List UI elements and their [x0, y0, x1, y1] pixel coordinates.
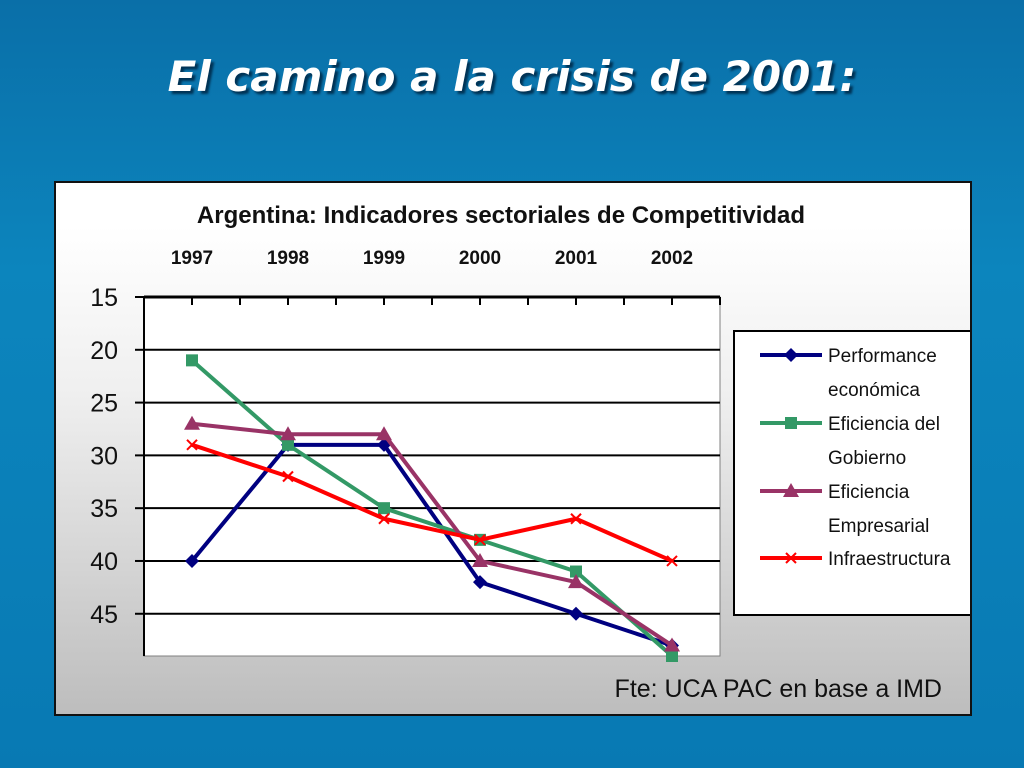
legend-label: Eficiencia del	[828, 414, 940, 435]
series-line-3	[191, 442, 673, 563]
series-line-0	[190, 442, 673, 648]
y-tick-label: 15	[90, 284, 118, 312]
data-point-x	[570, 513, 582, 525]
legend-label: Empresarial	[828, 516, 929, 537]
data-point-diamond	[784, 348, 798, 362]
data-point-square	[785, 417, 797, 429]
data-point-diamond	[569, 606, 583, 621]
data-point-square	[666, 650, 678, 662]
source-note: Fte: UCA PAC en base a IMD	[615, 675, 942, 703]
data-point-square	[378, 502, 390, 515]
chart-title: Argentina: Indicadores sectoriales de Co…	[197, 202, 805, 229]
legend-box	[733, 330, 970, 616]
data-point-diamond	[185, 553, 199, 568]
slide-title: El camino a la crisis de 2001:	[167, 52, 857, 101]
legend-label: Gobierno	[828, 448, 906, 469]
data-point-x	[785, 552, 797, 564]
x-tick-label: 1999	[363, 248, 405, 269]
data-point-triangle	[568, 574, 584, 589]
data-point-triangle	[184, 415, 200, 430]
data-point-x	[378, 513, 390, 525]
plot-area	[143, 296, 721, 657]
data-point-triangle	[376, 426, 392, 441]
x-tick-label: 2001	[555, 248, 598, 269]
x-tick-label: 2002	[651, 248, 693, 269]
legend-label: económica	[828, 380, 920, 401]
legend-label: Performance	[828, 346, 937, 367]
series-line-2	[191, 421, 674, 648]
y-tick-label: 45	[90, 601, 118, 629]
y-tick-label: 20	[90, 337, 118, 365]
legend-label: Infraestructura	[828, 549, 951, 570]
data-point-triangle	[280, 426, 296, 441]
data-point-x	[666, 555, 678, 567]
y-tick-label: 25	[90, 390, 118, 418]
x-tick-label: 1997	[171, 248, 213, 269]
y-tick-label: 40	[90, 548, 118, 576]
data-point-square	[570, 565, 582, 578]
legend-label: Eficiencia	[828, 482, 910, 503]
line-chart: Argentina: Indicadores sectoriales de Co…	[90, 202, 970, 703]
legend: Performance económica Eficiencia del Gobier…	[733, 330, 970, 616]
data-point-square	[282, 438, 294, 451]
y-tick-label: 30	[90, 442, 118, 470]
data-point-triangle	[664, 637, 680, 652]
data-point-triangle	[472, 552, 488, 567]
data-point-diamond	[473, 575, 487, 590]
x-tick-label: 2000	[459, 248, 501, 269]
x-tick-label: 1998	[267, 248, 309, 269]
chart-frame: Argentina: Indicadores sectoriales de Co…	[54, 181, 972, 716]
data-point-triangle	[783, 483, 799, 497]
data-point-x	[474, 534, 486, 546]
data-point-x	[282, 470, 294, 483]
data-point-x	[186, 439, 198, 451]
y-tick-label: 35	[90, 495, 118, 523]
data-point-square	[186, 354, 198, 367]
